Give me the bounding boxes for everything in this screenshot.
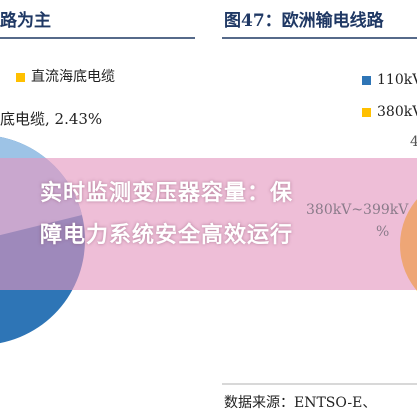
legend-item: 380kV — [362, 104, 417, 120]
faint-value: 4 — [410, 134, 417, 150]
right-title: 图47：欧洲输电线路 — [224, 11, 384, 31]
source: 数据来源：ENTSO-E、 — [224, 395, 377, 411]
legend-item: 直流海底电缆 — [16, 66, 115, 86]
headline-line: 实时监测变压器容量：保 — [40, 181, 294, 206]
legend-label: 直流海底电缆 — [31, 69, 115, 85]
faint-label: 380kV~399kV — [306, 202, 409, 218]
overlay-band — [0, 158, 417, 290]
legend-label: 110kV — [377, 72, 417, 88]
headline-line: 障电力系统安全高效运行 — [40, 223, 294, 248]
legend-label: 380kV — [377, 104, 417, 120]
left-title: 路为主 — [0, 11, 51, 31]
slice-label: 底电缆, 2.43% — [0, 110, 103, 128]
legend-item: 110kV — [362, 72, 417, 88]
faint-pct: % — [376, 224, 390, 240]
